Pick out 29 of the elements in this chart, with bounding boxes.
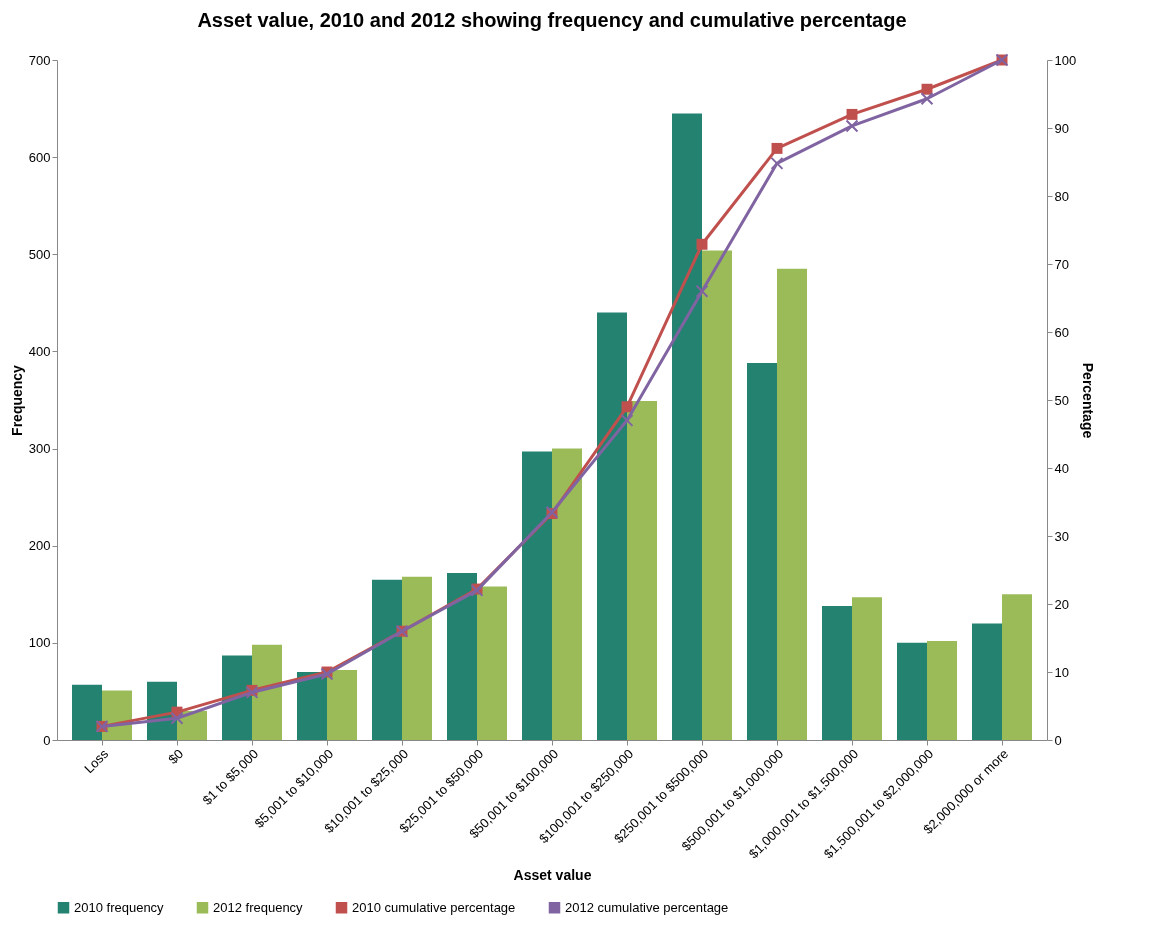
x-tick-label: Loss	[81, 745, 112, 777]
y-tick-label: 200	[28, 538, 51, 554]
y-tick-label: 0	[43, 732, 51, 748]
y2-tick-label: 10	[1054, 664, 1069, 680]
y2-tick-label: 90	[1054, 120, 1069, 136]
x-tick-label: $0	[165, 746, 187, 767]
y2-tick-label: 20	[1054, 596, 1069, 612]
y-tick-label: 700	[28, 52, 51, 68]
y2-tick-label: 100	[1054, 52, 1077, 68]
y-tick-label: 300	[28, 441, 51, 457]
legend-label: 2012 cumulative percentage	[565, 899, 729, 915]
chart-title: Asset value, 2010 and 2012 showing frequency and cumulative percentage	[197, 8, 907, 31]
y2-tick-label: 30	[1054, 528, 1069, 544]
y2-tick-label: 60	[1054, 324, 1069, 340]
legend-label: 2012 frequency	[213, 899, 304, 915]
y2-tick-label: 70	[1054, 256, 1069, 272]
y2-tick-label: 50	[1054, 392, 1069, 408]
y-tick-label: 100	[28, 635, 51, 651]
y2-tick-label: 80	[1054, 188, 1069, 204]
y-axis-title: Frequency	[8, 364, 25, 436]
y-tick-label: 400	[28, 343, 51, 359]
x-axis-title: Asset value	[513, 867, 592, 884]
y2-tick-label: 40	[1054, 460, 1069, 476]
legend-label: 2010 cumulative percentage	[352, 899, 516, 915]
y-tick-label: 600	[28, 149, 51, 165]
legend-label: 2010 frequency	[74, 899, 165, 915]
y2-axis-title: Percentage	[1080, 362, 1097, 439]
y2-tick-label: 0	[1054, 732, 1062, 748]
y-tick-label: 500	[28, 246, 51, 262]
